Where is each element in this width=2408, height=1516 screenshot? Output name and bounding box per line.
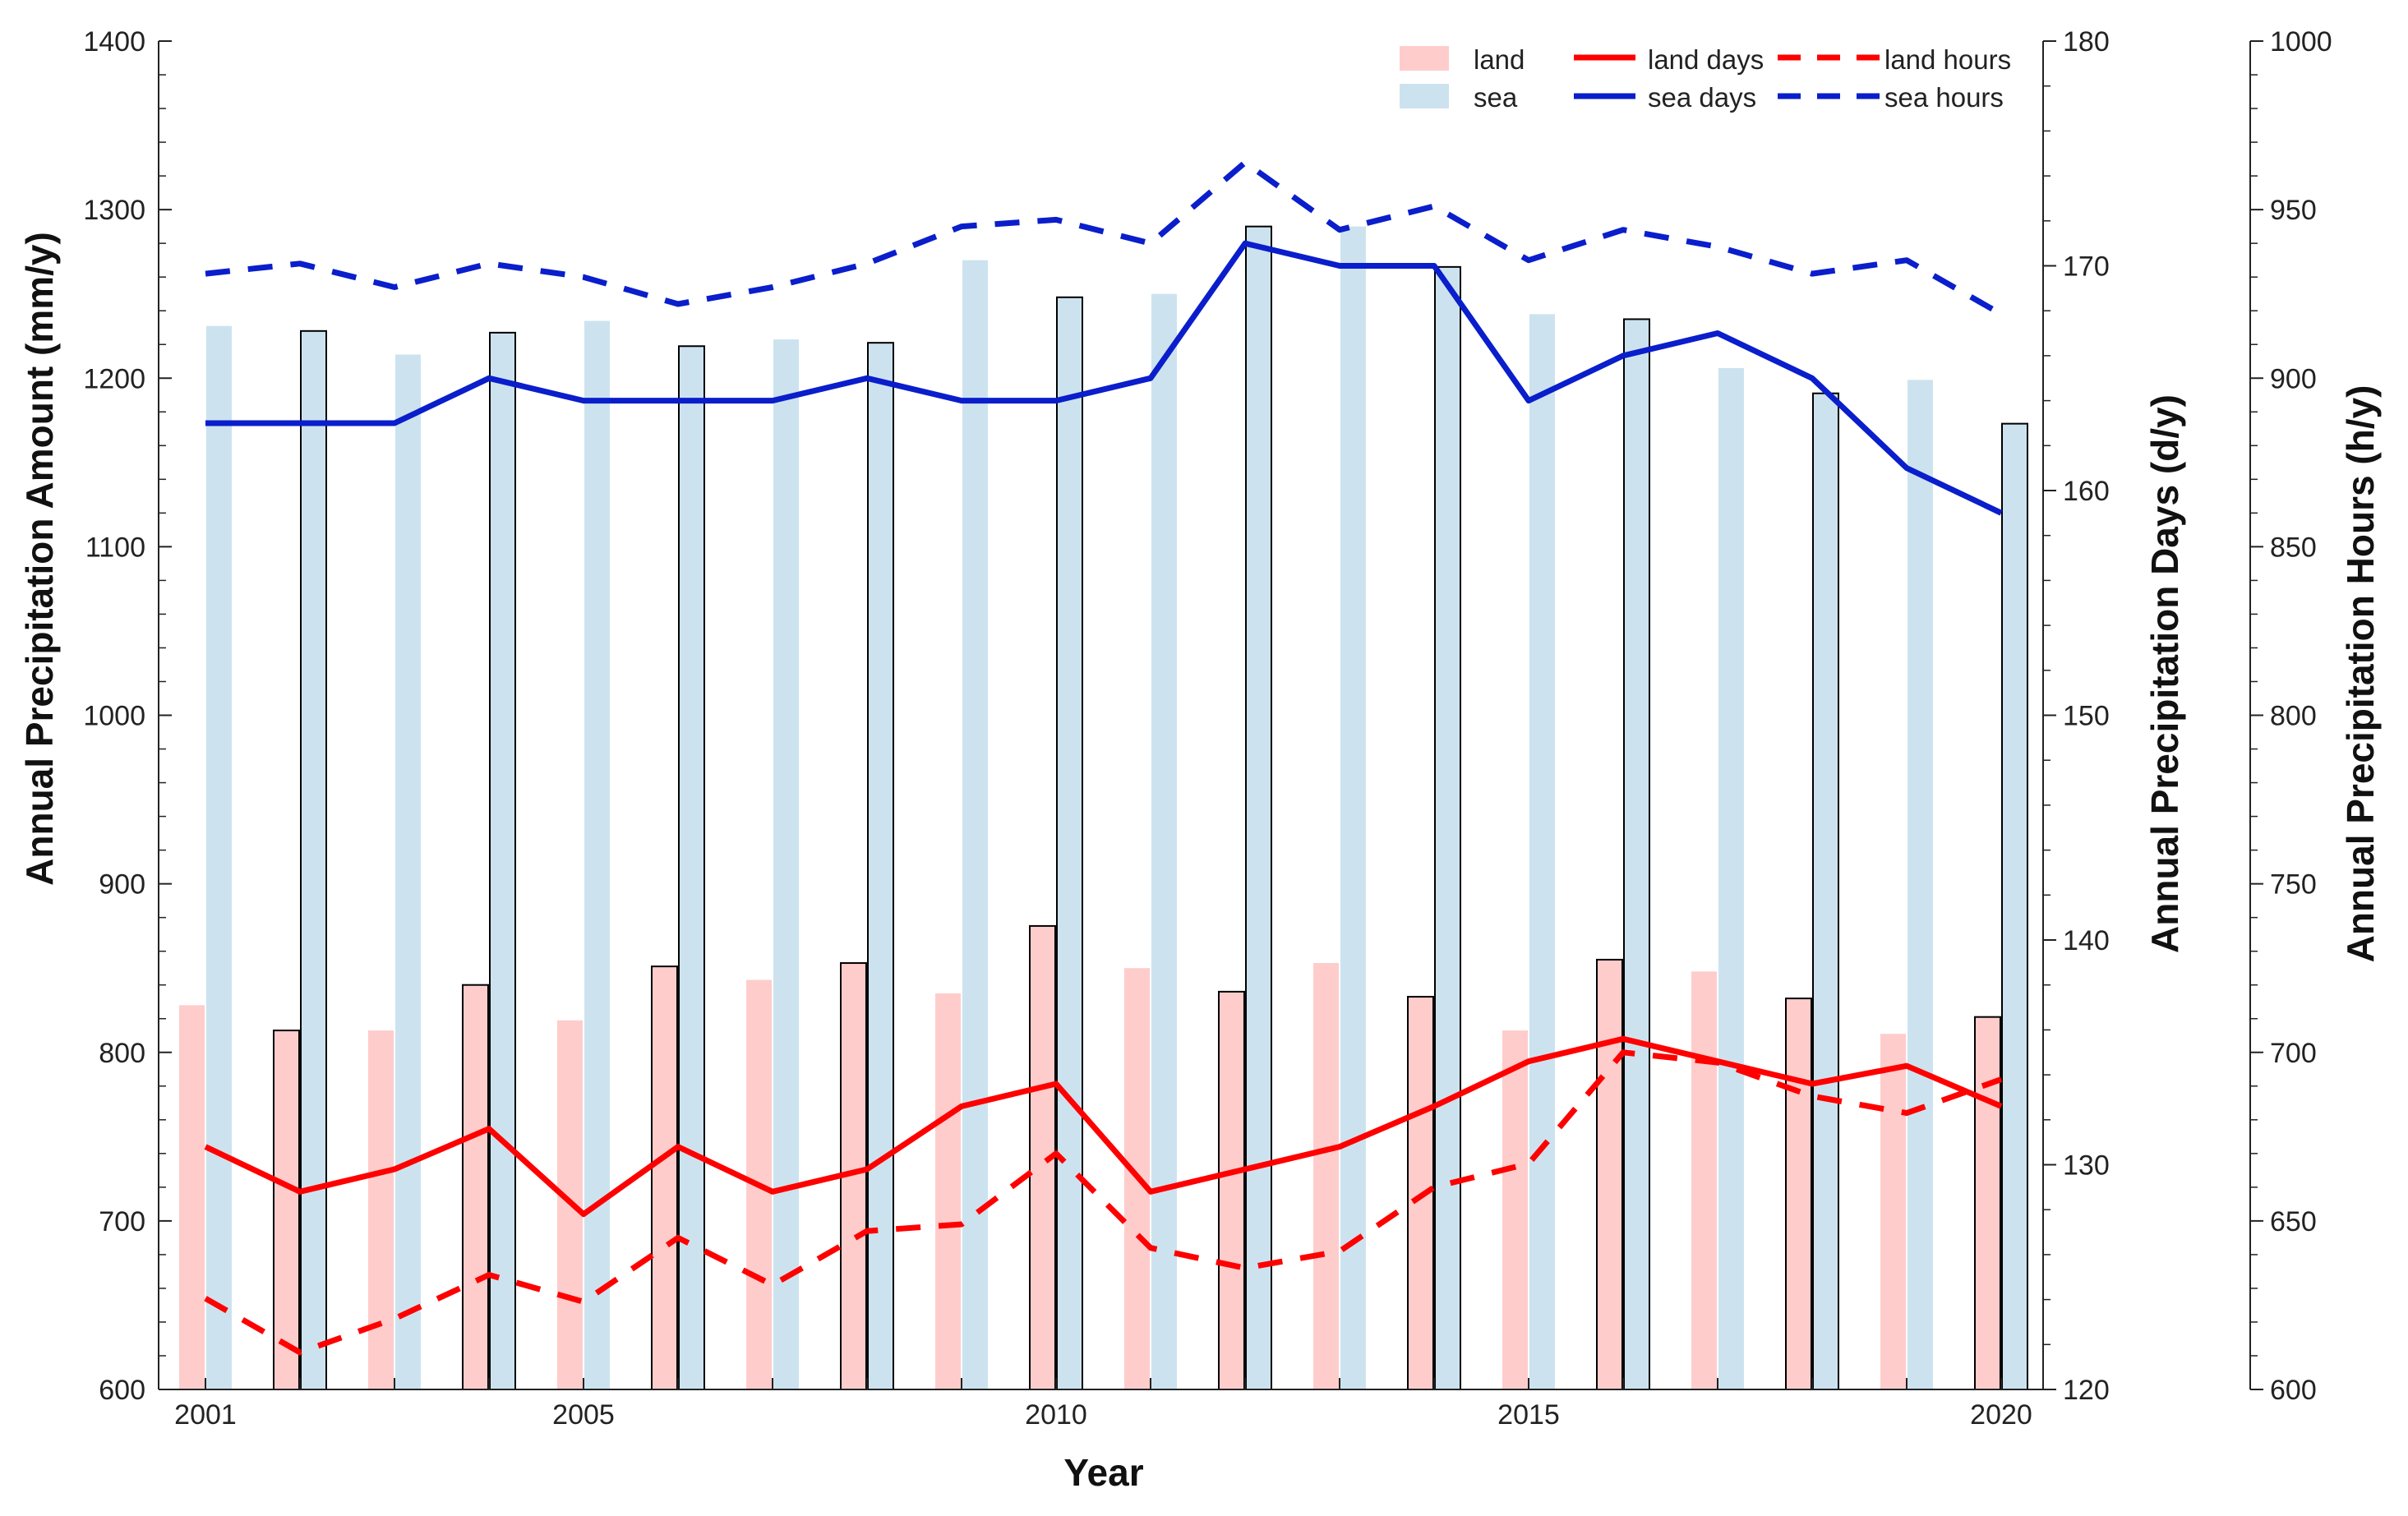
year-tick-label: 2001: [174, 1399, 237, 1431]
bar-land-2003: [368, 1030, 394, 1389]
amount-tick-label: 1300: [83, 195, 145, 226]
bar-sea-2012: [1245, 225, 1272, 1391]
bar-sea-2011: [1151, 293, 1177, 1389]
line-land-hours: [204, 1049, 2003, 1356]
bar-sea-2017: [1718, 367, 1744, 1389]
line-land-days: [204, 1035, 2003, 1218]
bar-sea-2015: [1529, 314, 1555, 1389]
amount-tick-label: 1400: [83, 26, 145, 58]
bar-sea-2006: [678, 345, 705, 1390]
days-tick-label: 130: [2063, 1150, 2110, 1182]
bar-sea-2009: [962, 260, 988, 1390]
year-tick-label: 2010: [1025, 1399, 1087, 1431]
bar-land-2006: [651, 965, 678, 1390]
days-tick-label: 160: [2063, 476, 2110, 507]
legend-label-sea-hours: sea hours: [1884, 82, 2004, 113]
amount-tick-label: 700: [99, 1206, 145, 1237]
legend-swatch-land: [1400, 46, 1449, 71]
hours-tick-label: 950: [2270, 195, 2317, 226]
amount-tick-label: 900: [99, 869, 145, 901]
amount-tick-label: 1000: [83, 701, 145, 732]
bar-land-2018: [1785, 998, 1812, 1390]
bar-sea-2007: [773, 339, 799, 1389]
bar-sea-2010: [1056, 296, 1083, 1390]
days-tick-label: 120: [2063, 1375, 2110, 1406]
bar-sea-2019: [1907, 380, 1933, 1389]
y-axis-title-days: Annual Precipitation Days (d/y): [2143, 394, 2186, 953]
year-tick-label: 2020: [1970, 1399, 2032, 1431]
legend-label-sea: sea: [1474, 82, 1518, 113]
amount-tick-label: 1200: [83, 363, 145, 394]
bar-sea-2013: [1340, 226, 1366, 1390]
bars-layer: [179, 225, 2028, 1391]
line-sea-days: [205, 240, 2003, 516]
bar-land-2004: [462, 984, 489, 1390]
bar-sea-2004: [489, 331, 516, 1391]
x-axis-title: Year: [1063, 1451, 1143, 1494]
bar-land-2010: [1029, 924, 1056, 1390]
bar-land-2016: [1596, 958, 1623, 1390]
hours-tick-label: 900: [2270, 363, 2317, 394]
hours-tick-label: 1000: [2270, 26, 2332, 58]
bar-land-2020: [1974, 1016, 2001, 1390]
lines-layer: [204, 159, 2003, 1356]
amount-tick-label: 600: [99, 1375, 145, 1406]
hours-tick-label: 750: [2270, 869, 2317, 901]
bar-land-2009: [935, 993, 961, 1389]
axes-layer: 600 700 800 900 1000 1100 1200 1300 1400 120 130 14…: [83, 26, 2332, 1431]
days-tick-label: 180: [2063, 26, 2110, 58]
bar-sea-2020: [2001, 422, 2028, 1390]
hours-tick-label: 850: [2270, 532, 2317, 563]
bar-sea-2018: [1812, 392, 1839, 1390]
legend-swatch-sea: [1400, 84, 1449, 108]
legend-label-sea-days: sea days: [1648, 82, 1756, 113]
y-axis-title-hours: Annual Precipitation Hours (h/y): [2339, 385, 2382, 963]
bar-land-2001: [179, 1005, 205, 1389]
bar-land-2012: [1218, 990, 1245, 1391]
legend-label-land: land: [1474, 44, 1525, 75]
bar-land-2013: [1313, 963, 1339, 1389]
hours-tick-label: 600: [2270, 1375, 2317, 1406]
bar-land-2002: [273, 1030, 300, 1390]
legend-label-land-days: land days: [1648, 44, 1764, 75]
bar-sea-2003: [395, 354, 421, 1390]
amount-tick-label: 1100: [85, 532, 145, 563]
legend: land sea land days sea days land hours s…: [1400, 44, 2011, 113]
bar-sea-2014: [1434, 265, 1461, 1390]
hours-tick-label: 650: [2270, 1206, 2317, 1237]
amount-tick-label: 800: [99, 1038, 145, 1069]
bar-land-2015: [1502, 1030, 1528, 1389]
days-tick-label: 150: [2063, 701, 2110, 732]
bar-sea-2001: [206, 325, 232, 1389]
bar-sea-2002: [300, 329, 327, 1391]
line-sea-hours: [205, 159, 2003, 317]
bar-land-2019: [1880, 1034, 1906, 1389]
bar-sea-2016: [1623, 318, 1650, 1390]
days-tick-label: 140: [2063, 925, 2110, 956]
year-tick-label: 2005: [552, 1399, 615, 1431]
y-axis-title-amount: Annual Precipitation Amount (mm/y): [18, 232, 61, 886]
hours-tick-label: 800: [2270, 701, 2317, 732]
year-tick-label: 2015: [1497, 1399, 1560, 1431]
bar-sea-2008: [867, 342, 894, 1391]
bar-sea-2005: [584, 320, 610, 1389]
bar-land-2017: [1691, 971, 1717, 1389]
days-tick-label: 170: [2063, 251, 2110, 283]
hours-tick-label: 700: [2270, 1038, 2317, 1069]
legend-label-land-hours: land hours: [1884, 44, 2011, 75]
